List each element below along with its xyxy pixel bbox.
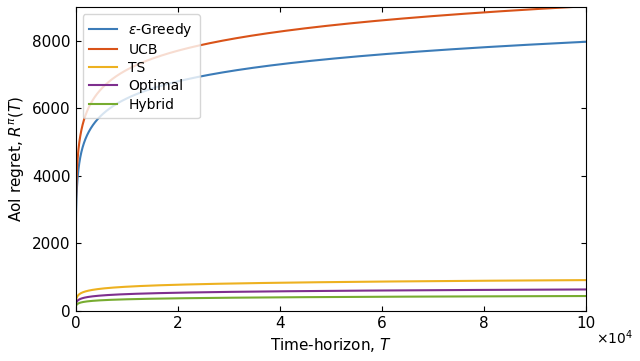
UCB — [74, 153, 82, 158]
UCB — [556, 5, 563, 10]
Line: Optimal: Optimal — [76, 290, 586, 310]
TS — [172, 283, 179, 287]
Optimal — [172, 291, 179, 295]
UCB — [582, 4, 590, 8]
$\epsilon$-Greedy — [74, 173, 82, 177]
Hybrid — [72, 308, 79, 312]
Text: $\times10^4$: $\times10^4$ — [596, 329, 634, 347]
UCB — [172, 49, 179, 53]
Hybrid — [93, 299, 100, 303]
Optimal — [74, 298, 82, 303]
Legend: $\epsilon$-Greedy, UCB, TS, Optimal, Hybrid: $\epsilon$-Greedy, UCB, TS, Optimal, Hyb… — [83, 14, 200, 118]
$\epsilon$-Greedy — [72, 298, 79, 302]
Hybrid — [582, 294, 590, 298]
UCB — [93, 92, 100, 96]
Line: UCB: UCB — [76, 6, 586, 297]
Optimal — [102, 293, 110, 297]
$\epsilon$-Greedy — [321, 57, 329, 62]
Hybrid — [556, 294, 563, 298]
Optimal — [321, 289, 329, 293]
TS — [556, 278, 563, 282]
Hybrid — [321, 295, 329, 299]
UCB — [321, 24, 329, 28]
Hybrid — [102, 298, 110, 302]
Line: $\epsilon$-Greedy: $\epsilon$-Greedy — [76, 42, 586, 300]
$\epsilon$-Greedy — [93, 118, 100, 122]
TS — [72, 308, 79, 312]
Line: TS: TS — [76, 280, 586, 310]
TS — [93, 287, 100, 291]
$\epsilon$-Greedy — [556, 41, 563, 45]
TS — [582, 278, 590, 282]
$\epsilon$-Greedy — [582, 40, 590, 44]
UCB — [102, 82, 110, 86]
Optimal — [556, 287, 563, 292]
Y-axis label: AoI regret, $R^{\pi}(T)$: AoI regret, $R^{\pi}(T)$ — [7, 96, 26, 222]
TS — [321, 280, 329, 284]
UCB — [72, 295, 79, 300]
Optimal — [582, 287, 590, 292]
Hybrid — [74, 301, 82, 306]
Line: Hybrid: Hybrid — [76, 296, 586, 310]
TS — [74, 293, 82, 298]
$\epsilon$-Greedy — [102, 109, 110, 113]
Hybrid — [172, 296, 179, 300]
Optimal — [93, 294, 100, 298]
TS — [102, 286, 110, 290]
X-axis label: Time-horizon, $T$: Time-horizon, $T$ — [270, 336, 392, 354]
$\epsilon$-Greedy — [172, 80, 179, 84]
Optimal — [72, 308, 79, 312]
